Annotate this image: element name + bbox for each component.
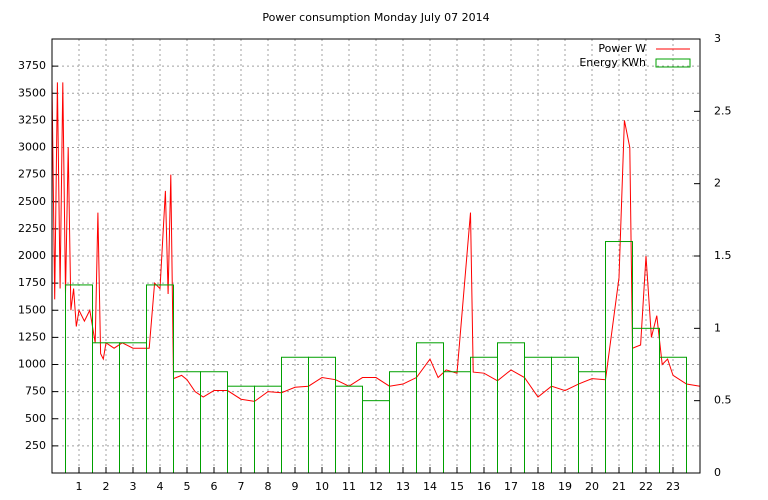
y-tick-label: 1000 [18,358,46,371]
y2-tick-label: 2 [714,177,721,190]
y-tick-label: 2000 [18,249,46,262]
y-tick-label: 3000 [18,141,46,154]
x-tick-label: 19 [558,480,572,493]
y-tick-label: 750 [25,385,46,398]
y-tick-label: 3500 [18,86,46,99]
y2-tick-label: 1.5 [714,249,732,262]
x-tick-label: 6 [211,480,218,493]
x-tick-label: 12 [369,480,383,493]
x-tick-label: 11 [342,480,356,493]
y-tick-label: 500 [25,412,46,425]
y-tick-label: 2750 [18,168,46,181]
x-tick-label: 14 [423,480,437,493]
energy-box [578,371,606,474]
energy-box [389,371,417,474]
y2-tick-label: 1 [714,321,721,334]
energy-box [362,400,390,474]
energy-box [119,342,147,474]
y-tick-label: 1250 [18,330,46,343]
power-line [51,82,701,402]
x-tick-label: 10 [315,480,329,493]
energy-box [92,342,120,474]
y2-tick-label: 2.5 [714,104,732,117]
y-tick-label: 2500 [18,195,46,208]
energy-box [443,371,471,474]
energy-box [173,371,201,474]
legend-swatch [655,58,691,68]
x-tick-label: 21 [612,480,626,493]
y-tick-label: 3750 [18,59,46,72]
x-tick-label: 4 [157,480,164,493]
energy-box [200,371,228,474]
legend-label: Power W [598,42,646,55]
x-tick-label: 23 [666,480,680,493]
x-tick-label: 17 [504,480,518,493]
y-tick-label: 1750 [18,276,46,289]
plot-border [51,38,701,474]
x-tick-label: 22 [639,480,653,493]
x-tick-label: 13 [396,480,410,493]
x-tick-label: 8 [265,480,272,493]
x-tick-label: 7 [238,480,245,493]
y2-tick-label: 0.5 [714,394,732,407]
x-tick-label: 20 [585,480,599,493]
x-tick-label: 18 [531,480,545,493]
y-tick-label: 2250 [18,222,46,235]
x-tick-label: 16 [477,480,491,493]
y-tick-label: 1500 [18,303,46,316]
x-tick-label: 15 [450,480,464,493]
y-tick-label: 250 [25,439,46,452]
energy-box [416,342,444,474]
y2-tick-label: 0 [714,466,721,479]
y2-tick-label: 3 [714,32,721,45]
y-tick-label: 3250 [18,113,46,126]
energy-box [497,342,525,474]
legend-label: Energy KWh [579,56,646,69]
x-tick-label: 2 [103,480,110,493]
x-tick-label: 9 [292,480,299,493]
chart-title: Power consumption Monday July 07 2014 [262,11,489,24]
x-tick-label: 5 [184,480,191,493]
x-tick-label: 3 [130,480,137,493]
x-tick-label: 1 [76,480,83,493]
